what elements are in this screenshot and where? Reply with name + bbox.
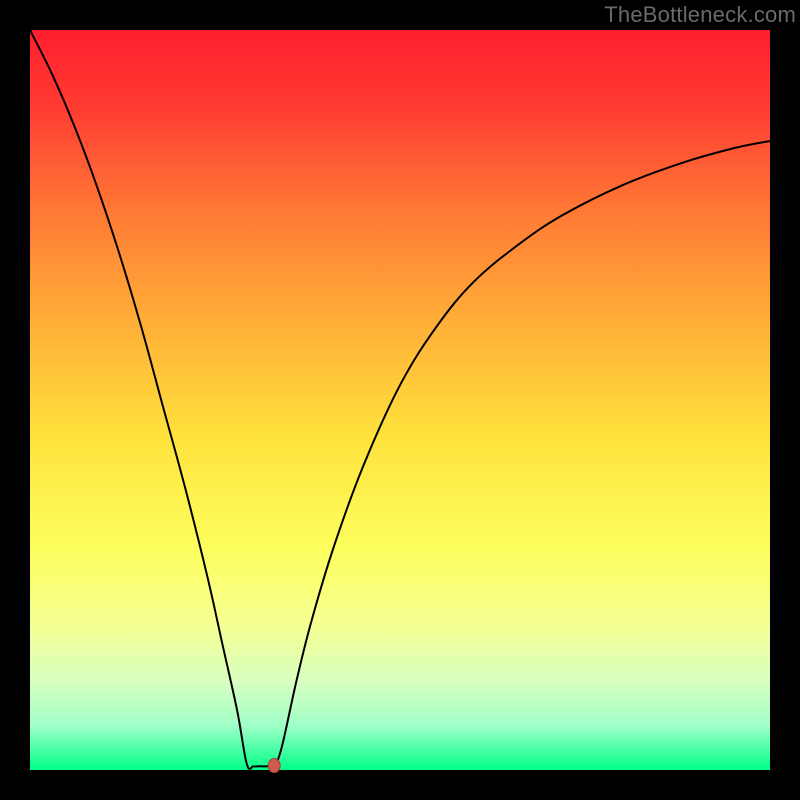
chart-background [30, 30, 770, 770]
minimum-marker [268, 759, 280, 773]
chart-container: TheBottleneck.com [0, 0, 800, 800]
bottleneck-chart [0, 0, 800, 800]
watermark-text: TheBottleneck.com [604, 2, 796, 28]
